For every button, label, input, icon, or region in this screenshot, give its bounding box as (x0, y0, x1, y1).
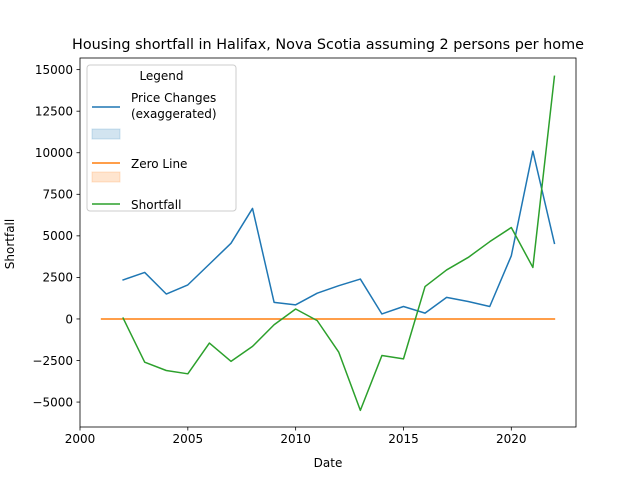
legend-entry-label: Price Changes (exaggerated) (131, 91, 217, 121)
x-tick-label: 2005 (173, 432, 204, 446)
legend-swatch-patch (91, 171, 121, 183)
series-line-2 (122, 75, 556, 412)
x-axis-label: Date (314, 456, 343, 470)
y-tick-label: −2500 (32, 354, 73, 368)
plot-area (79, 57, 577, 428)
chart-title: Housing shortfall in Halifax, Nova Scoti… (72, 37, 584, 53)
legend: Legend Price Changes (exaggerated) Zero Lin… (86, 64, 237, 212)
legend-entry-label: Shortfall (131, 198, 181, 212)
y-tick-label: 10000 (35, 146, 73, 160)
legend-swatch-patch (91, 128, 121, 140)
legend-entry-label-line: Price Changes (131, 91, 216, 105)
y-tick-label: −5000 (32, 395, 73, 409)
legend-entry-label: Zero Line (131, 157, 187, 171)
legend-title: Legend (139, 69, 183, 83)
y-axis-label: Shortfall (3, 219, 17, 269)
axes-frame (79, 57, 577, 428)
y-tick-label: 5000 (42, 229, 73, 243)
x-tick-label: 2000 (65, 432, 96, 446)
y-tick-label: 0 (65, 312, 73, 326)
legend-box (86, 64, 237, 212)
y-tick-label: 7500 (42, 188, 73, 202)
y-tick-label: 12500 (35, 104, 73, 118)
y-tick-label: 2500 (42, 271, 73, 285)
legend-entry-label-line: (exaggerated) (131, 107, 217, 121)
series-line-0 (122, 150, 556, 315)
y-axis: −5000 −2500 0 2500 5000 7500 10000 12500 15000 (32, 63, 80, 409)
x-tick-label: 2020 (496, 432, 527, 446)
x-axis: 2000 2005 2010 2015 2020 (65, 427, 527, 446)
y-tick-label: 15000 (35, 63, 73, 77)
x-tick-label: 2015 (388, 432, 419, 446)
x-tick-label: 2010 (280, 432, 311, 446)
